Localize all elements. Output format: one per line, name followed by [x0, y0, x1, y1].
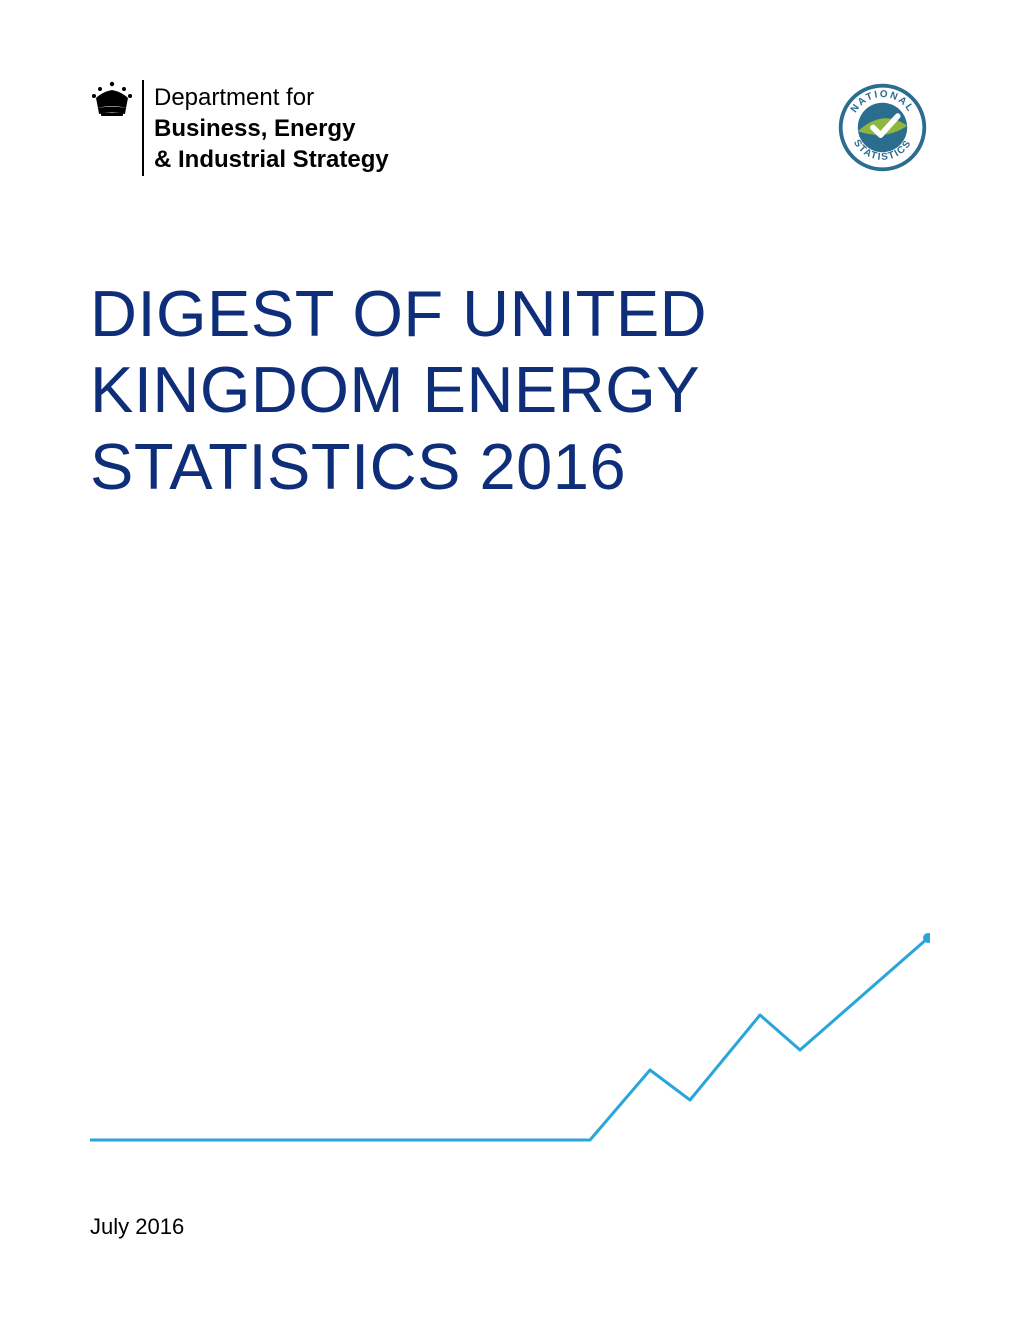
crown-icon: [90, 80, 134, 118]
publication-date: July 2016: [90, 1214, 184, 1240]
page-header: Department for Business, Energy & Indust…: [90, 80, 930, 176]
trend-chart: [90, 920, 930, 1160]
department-logo: Department for Business, Energy & Indust…: [90, 80, 389, 176]
national-statistics-badge: NATIONAL STATISTICS: [835, 80, 930, 175]
document-title: DIGEST OF UNITED KINGDOM ENERGY STATISTI…: [90, 276, 930, 506]
department-line-1: Department for: [154, 82, 389, 113]
department-name: Department for Business, Energy & Indust…: [142, 80, 389, 176]
department-line-3: & Industrial Strategy: [154, 144, 389, 175]
trend-line-icon: [90, 920, 930, 1160]
department-line-2: Business, Energy: [154, 113, 389, 144]
